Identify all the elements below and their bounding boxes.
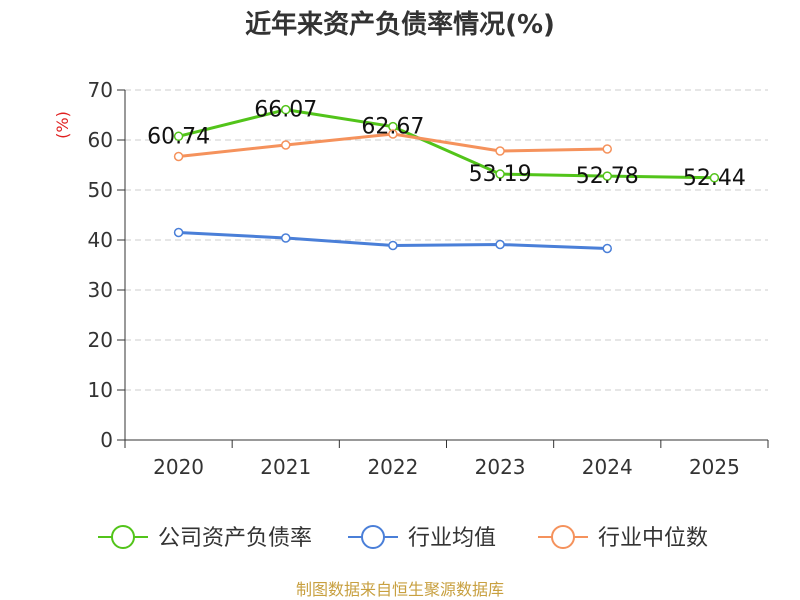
data-point [388, 129, 398, 139]
data-point [173, 227, 184, 238]
legend-label: 行业均值 [408, 526, 496, 551]
grid-lines [125, 89, 768, 391]
data-labels: 60.74 66.07 62.67 53.19 52.78 52.44 [147, 98, 746, 191]
data-point [173, 151, 184, 162]
legend-marker [111, 525, 135, 549]
data-point [602, 144, 612, 154]
data-point [173, 131, 184, 142]
data-point [281, 140, 291, 150]
legend-marker [551, 525, 575, 549]
data-point [495, 239, 505, 250]
data-point [495, 146, 505, 156]
x-tick-label: 2022 [367, 455, 418, 479]
x-tick-label: 2021 [260, 455, 311, 479]
y-tick-label: 10 [88, 378, 113, 402]
data-point [388, 240, 398, 251]
x-tick-label: 2024 [582, 455, 633, 479]
series-line [178, 108, 715, 180]
data-label: 52.44 [683, 166, 746, 191]
data-label: 66.07 [254, 98, 317, 123]
legend-label: 行业中位数 [598, 526, 708, 551]
data-point [709, 173, 720, 183]
legend: 公司资产负债率 行业均值 行业中位数 [98, 525, 708, 551]
y-tick-label: 40 [88, 228, 113, 252]
x-tick-label: 2023 [475, 455, 526, 479]
chart-title: 近年来资产负债率情况(%) [245, 10, 555, 40]
data-point [495, 169, 505, 179]
x-tick-label: 2025 [689, 455, 740, 479]
y-tick-label: 30 [88, 278, 113, 302]
data-point [281, 104, 291, 115]
legend-item: 公司资产负债率 [98, 525, 312, 551]
data-label: 62.67 [361, 115, 424, 140]
x-tick-label: 2020 [153, 455, 204, 479]
y-tick-label: 20 [88, 328, 113, 352]
data-point [602, 171, 612, 181]
data-point [281, 233, 291, 243]
legend-label: 公司资产负债率 [158, 526, 312, 551]
legend-marker [361, 525, 385, 549]
data-label: 52.78 [576, 164, 639, 189]
y-tick-label: 0 [100, 428, 113, 452]
legend-item: 行业均值 [348, 525, 496, 551]
data-label: 60.74 [147, 124, 210, 149]
y-axis-label: (%) [53, 111, 72, 139]
y-tick-label: 50 [88, 178, 113, 202]
series [173, 104, 720, 254]
legend-item: 行业中位数 [538, 525, 708, 551]
data-point [602, 243, 612, 254]
data-label: 53.19 [469, 162, 532, 187]
y-tick-label: 70 [88, 78, 113, 102]
source-note: 制图数据来自恒生聚源数据库 [295, 580, 504, 599]
axes: 0 10 20 30 40 50 60 70 2020 2021 2022 2023 2024 2025 (… [53, 78, 769, 479]
y-tick-label: 60 [88, 128, 113, 152]
